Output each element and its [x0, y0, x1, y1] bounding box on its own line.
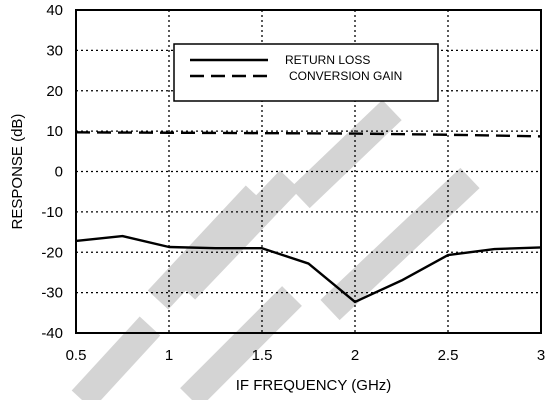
series-line-conversion-gain: [75, 131, 542, 138]
y-tick-label: -30: [41, 285, 63, 302]
watermark-stroke: [71, 316, 161, 400]
x-tick-label: 1: [165, 347, 173, 364]
y-tick-label: -10: [41, 204, 63, 221]
y-tick-label: 0: [55, 164, 63, 181]
y-tick-label: 10: [46, 123, 63, 140]
watermark-stroke: [174, 170, 301, 300]
x-tick-label: 2: [351, 347, 359, 364]
x-tick-label: 1.5: [252, 347, 273, 364]
watermark-stroke: [320, 167, 480, 321]
x-tick-label: 0.5: [66, 347, 87, 364]
watermark-stroke: [180, 286, 302, 400]
y-tick-label: 40: [46, 2, 63, 19]
x-tick-label: 3: [537, 347, 545, 364]
series-line-return-loss: [75, 234, 542, 304]
legend-box: [173, 43, 439, 102]
legend: RETURN LOSS CONVERSION GAIN: [173, 43, 439, 102]
obsolete-watermark: [71, 99, 480, 400]
y-tick-label: -20: [41, 244, 63, 261]
legend-label-conversion-gain: CONVERSION GAIN: [289, 69, 402, 83]
tick-labels: 0.5 1 1.5 2 2.5 3 40 30 20 10 0 -10 -20 -30 -40: [41, 2, 545, 364]
y-tick-label: -40: [41, 325, 63, 342]
y-axis-label: RESPONSE (dB): [9, 114, 26, 230]
series-lines: [75, 131, 542, 304]
y-tick-label: 20: [46, 83, 63, 100]
watermark-stroke: [290, 99, 402, 209]
legend-label-return-loss: RETURN LOSS: [285, 53, 370, 67]
plot-frame: [75, 9, 542, 334]
x-axis-label: IF FREQUENCY (GHz): [236, 377, 392, 394]
x-tick-label: 2.5: [438, 347, 459, 364]
y-tick-label: 30: [46, 42, 63, 59]
